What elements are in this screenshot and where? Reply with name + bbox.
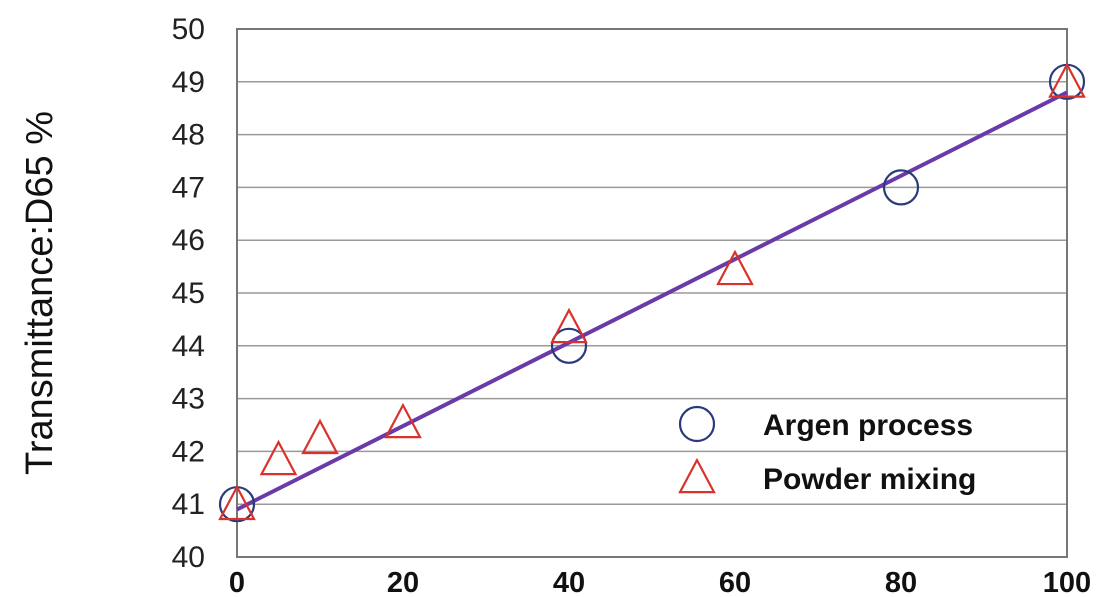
legend: Argen process Powder mixing [678,405,976,496]
x-axis-tick-labels: 0 20 40 60 80 100 [229,567,1091,597]
data-point-triangle [301,418,339,455]
x-tick-label: 80 [885,567,917,597]
data-point-circle [550,327,588,364]
data-points [218,62,1086,523]
y-tick-label: 43 [172,383,205,416]
legend-marker-triangle [678,457,716,494]
y-tick-label: 42 [172,435,205,468]
data-point-triangle [384,402,422,439]
x-tick-label: 0 [229,567,245,597]
y-tick-label: 40 [172,541,205,574]
legend-label: Argen process [763,409,973,442]
y-axis-label: Transmittance:D65 % [19,111,61,475]
legend-marker-circle [678,405,716,443]
y-tick-label: 49 [172,66,205,99]
plot-frame [236,28,1068,558]
y-tick-label: 50 [172,13,205,46]
data-point-triangle [1048,62,1086,98]
y-tick-label: 41 [172,488,205,521]
data-point-triangle [550,307,588,344]
trendline [236,90,1068,512]
y-tick-label: 44 [172,330,205,363]
y-tick-label: 48 [172,119,205,152]
data-point-circle [882,169,920,206]
y-tick-label: 46 [172,224,205,257]
legend-label: Powder mixing [763,463,976,496]
x-tick-label: 40 [553,567,585,597]
x-tick-label: 20 [387,567,419,597]
x-tick-label: 100 [1043,567,1091,597]
x-tick-label: 60 [719,567,751,597]
data-point-triangle [259,439,298,476]
data-point-triangle [218,484,256,521]
y-axis-tick-labels: 40 41 42 43 44 45 46 47 48 49 50 [172,13,205,574]
data-point-triangle [716,249,754,286]
y-tick-label: 45 [172,277,205,310]
y-tick-label: 47 [172,171,205,204]
